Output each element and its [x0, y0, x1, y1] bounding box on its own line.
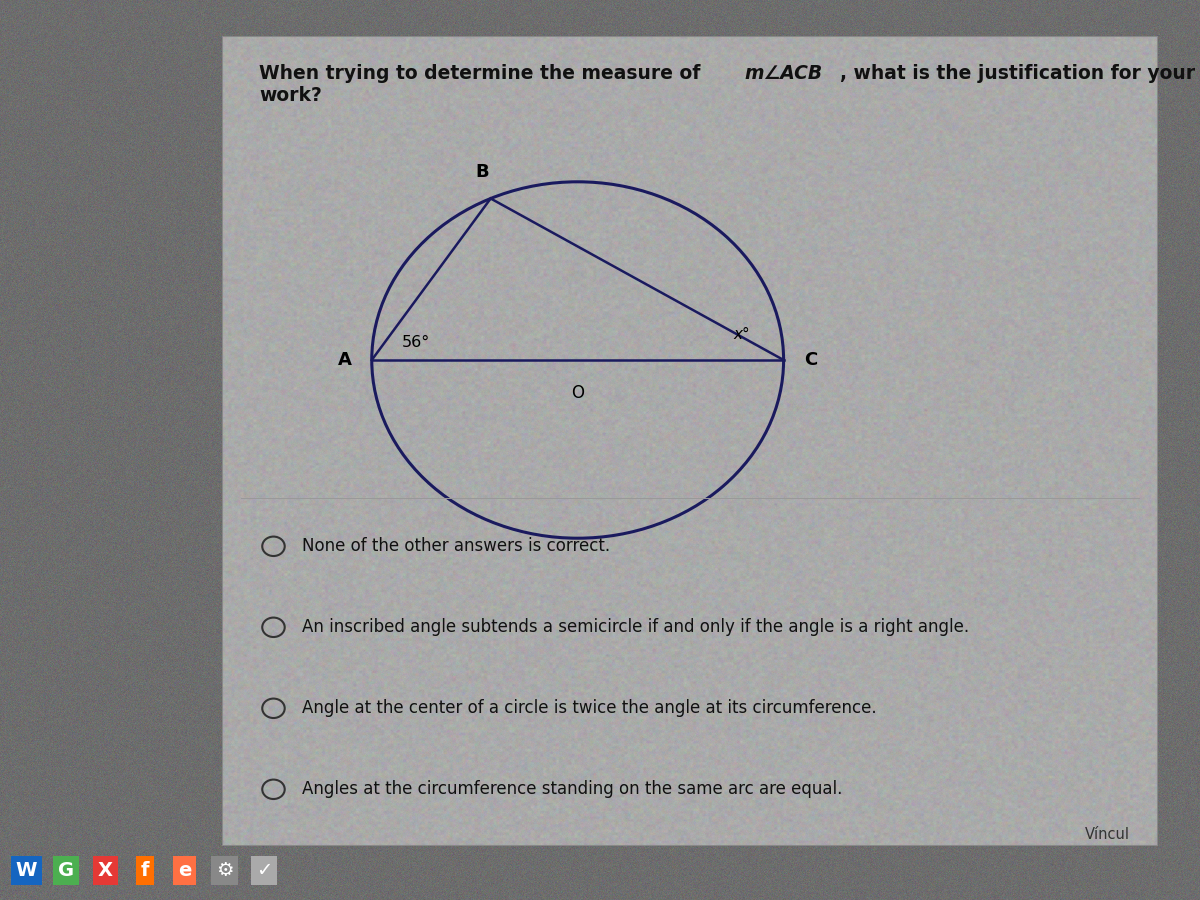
- Text: , what is the justification for your: , what is the justification for your: [840, 65, 1195, 84]
- Text: 56°: 56°: [402, 336, 430, 350]
- Text: G: G: [58, 861, 74, 880]
- Text: A: A: [337, 351, 352, 369]
- Text: O: O: [571, 384, 584, 402]
- Text: ⚙: ⚙: [216, 861, 233, 880]
- Text: m∠ACB: m∠ACB: [744, 65, 822, 84]
- Text: None of the other answers is correct.: None of the other answers is correct.: [301, 537, 610, 555]
- Text: B: B: [475, 163, 490, 181]
- Text: W: W: [16, 861, 37, 880]
- Text: ✓: ✓: [256, 861, 272, 880]
- Text: An inscribed angle subtends a semicircle if and only if the angle is a right ang: An inscribed angle subtends a semicircle…: [301, 618, 968, 636]
- Text: Víncul: Víncul: [1085, 827, 1130, 842]
- Text: work?: work?: [259, 86, 323, 105]
- Text: e: e: [178, 861, 192, 880]
- Text: When trying to determine the measure of: When trying to determine the measure of: [259, 65, 707, 84]
- Text: C: C: [804, 351, 817, 369]
- Text: Angles at the circumference standing on the same arc are equal.: Angles at the circumference standing on …: [301, 780, 842, 798]
- Text: f: f: [140, 861, 150, 880]
- Text: x°: x°: [733, 328, 750, 342]
- Text: Angle at the center of a circle is twice the angle at its circumference.: Angle at the center of a circle is twice…: [301, 699, 876, 717]
- Text: X: X: [98, 861, 113, 880]
